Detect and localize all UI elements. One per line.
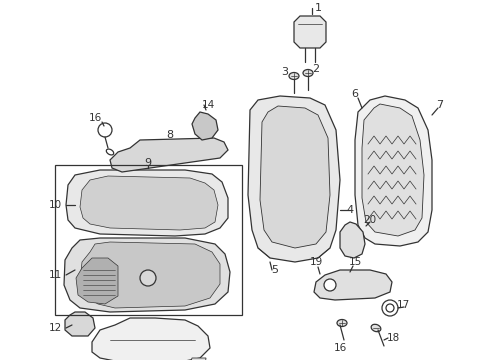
Text: 20: 20 — [364, 215, 376, 225]
Polygon shape — [190, 358, 206, 360]
Text: 10: 10 — [49, 200, 62, 210]
Text: 9: 9 — [145, 158, 151, 168]
Polygon shape — [64, 238, 230, 312]
Circle shape — [324, 279, 336, 291]
Ellipse shape — [303, 69, 313, 77]
Text: 1: 1 — [315, 3, 321, 13]
Text: 11: 11 — [49, 270, 62, 280]
Polygon shape — [314, 270, 392, 300]
Text: 5: 5 — [271, 265, 278, 275]
Polygon shape — [80, 176, 218, 230]
Text: 17: 17 — [396, 300, 410, 310]
Polygon shape — [92, 318, 210, 360]
Polygon shape — [110, 138, 228, 172]
Text: 8: 8 — [167, 130, 173, 140]
Bar — [55, 165, 242, 315]
Text: 12: 12 — [49, 323, 62, 333]
Polygon shape — [340, 222, 365, 258]
Polygon shape — [248, 96, 340, 262]
Text: 14: 14 — [201, 100, 215, 110]
Text: 3: 3 — [281, 67, 289, 77]
Polygon shape — [294, 16, 326, 48]
Polygon shape — [260, 106, 330, 248]
Text: 15: 15 — [348, 257, 362, 267]
Text: 16: 16 — [88, 113, 101, 123]
Polygon shape — [355, 96, 432, 246]
Text: 6: 6 — [351, 89, 359, 99]
Polygon shape — [192, 112, 218, 140]
Text: 4: 4 — [346, 205, 354, 215]
Text: 16: 16 — [333, 343, 346, 353]
Text: 2: 2 — [313, 64, 319, 74]
Polygon shape — [65, 312, 95, 336]
Polygon shape — [80, 242, 220, 308]
Ellipse shape — [337, 320, 347, 327]
Polygon shape — [362, 104, 424, 236]
Text: 7: 7 — [437, 100, 443, 110]
Polygon shape — [66, 170, 228, 236]
Ellipse shape — [289, 72, 299, 80]
Ellipse shape — [371, 324, 381, 332]
Text: 19: 19 — [309, 257, 322, 267]
Circle shape — [140, 270, 156, 286]
Polygon shape — [76, 258, 118, 304]
Text: 18: 18 — [387, 333, 400, 343]
